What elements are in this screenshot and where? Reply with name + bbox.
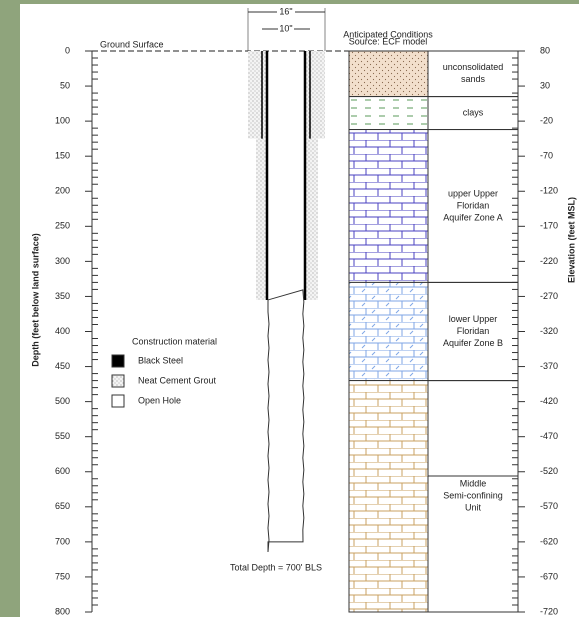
layer-label: unconsolidated (443, 62, 504, 72)
grout (304, 51, 325, 139)
layer-label: upper Upper (448, 188, 498, 198)
elev-tick-label: -520 (540, 466, 558, 476)
elev-tick-label: -670 (540, 571, 558, 581)
depth-tick-label: 500 (55, 396, 70, 406)
depth-tick-label: 300 (55, 256, 70, 266)
depth-tick-label: 750 (55, 571, 70, 581)
depth-tick-label: 350 (55, 291, 70, 301)
layer-fill (349, 130, 428, 283)
layer-label: clays (463, 107, 484, 117)
layer-label: Aquifer Zone A (443, 212, 503, 222)
dim-label: 10" (279, 23, 292, 33)
depth-tick-label: 800 (55, 606, 70, 616)
layer-fill (349, 381, 428, 612)
elev-tick-label: -570 (540, 501, 558, 511)
layer-label: Aquifer Zone B (443, 338, 503, 348)
legend-swatch (112, 395, 124, 407)
elev-tick-label: -420 (540, 396, 558, 406)
depth-tick-label: 650 (55, 501, 70, 511)
elev-tick-label: -720 (540, 606, 558, 616)
legend-swatch (112, 355, 124, 367)
page: unconsolidated sands clays upper Upper Flori… (0, 0, 579, 617)
layer-label: Middle (460, 479, 487, 489)
elev-tick-label: -120 (540, 186, 558, 196)
depth-tick-label: 700 (55, 536, 70, 546)
legend-item: Black Steel (138, 355, 183, 365)
depth-tick-label: 150 (55, 151, 70, 161)
depth-tick-label: 250 (55, 221, 70, 231)
depth-tick-label: 400 (55, 326, 70, 336)
open-hole (268, 290, 304, 552)
header: Source: ECF model (349, 36, 428, 46)
legend-item: Open Hole (138, 395, 181, 405)
depth-tick-label: 0 (65, 45, 70, 55)
layer-label: lower Upper (449, 314, 498, 324)
elev-tick-label: -320 (540, 326, 558, 336)
layer-fill (349, 51, 428, 97)
layer-label: sands (461, 74, 486, 84)
legend-swatch (112, 375, 124, 387)
grout (248, 51, 268, 139)
legend-item: Neat Cement Grout (138, 375, 217, 385)
depth-tick-label: 200 (55, 186, 70, 196)
total-depth: Total Depth = 700' BLS (230, 562, 322, 572)
depth-tick-label: 550 (55, 431, 70, 441)
elev-tick-label: 80 (540, 45, 550, 55)
axis-title: Depth (feet below land surface) (30, 233, 40, 367)
elev-tick-label: -170 (540, 221, 558, 231)
layer-fill (349, 282, 428, 380)
elev-tick-label: -270 (540, 291, 558, 301)
elev-tick-label: -470 (540, 431, 558, 441)
layer-fill (349, 97, 428, 130)
legend-title: Construction material (132, 336, 217, 346)
depth-tick-label: 50 (60, 80, 70, 90)
layer-label: Floridan (457, 326, 490, 336)
elev-tick-label: -620 (540, 536, 558, 546)
axis-title: Elevation (feet MSL) (566, 197, 576, 283)
layer-label: Semi-confining (443, 491, 503, 501)
layer-label: Floridan (457, 200, 490, 210)
depth-tick-label: 600 (55, 466, 70, 476)
elev-tick-label: -370 (540, 361, 558, 371)
depth-tick-label: 450 (55, 361, 70, 371)
elev-tick-label: -70 (540, 151, 553, 161)
elev-tick-label: -220 (540, 256, 558, 266)
elev-tick-label: 30 (540, 80, 550, 90)
dim-label: 16" (279, 6, 292, 16)
depth-tick-label: 100 (55, 116, 70, 126)
diagram: unconsolidated sands clays upper Upper Flori… (0, 0, 579, 617)
layer-label: Unit (465, 503, 482, 513)
elev-tick-label: -20 (540, 116, 553, 126)
ground-surface: Ground Surface (100, 39, 164, 49)
